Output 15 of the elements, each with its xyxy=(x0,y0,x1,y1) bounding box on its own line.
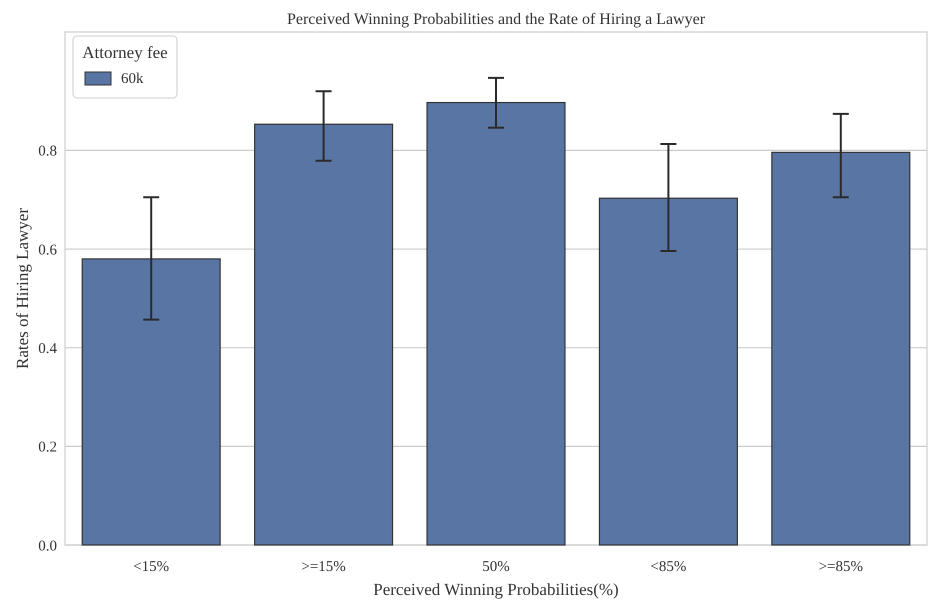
legend-title: Attorney fee xyxy=(82,43,168,62)
x-tick-label: >=15% xyxy=(301,559,346,575)
x-axis-title: Perceived Winning Probabilities(%) xyxy=(373,580,619,599)
y-tick-label: 0.4 xyxy=(38,340,58,357)
y-axis-title: Rates of Hiring Lawyer xyxy=(13,208,32,369)
x-tick-label: <15% xyxy=(133,559,170,575)
y-tick-label: 0.0 xyxy=(38,538,57,554)
y-tick-label: 0.2 xyxy=(38,440,57,456)
legend-label: 60k xyxy=(121,71,144,87)
x-tick-label: <85% xyxy=(650,559,686,575)
y-tick-label: 0.8 xyxy=(38,144,57,160)
x-tick-label: >=85% xyxy=(818,559,864,575)
y-tick-label: 0.6 xyxy=(38,242,58,258)
chart-title: Perceived Winning Probabilities and the Rate of Hiring a Lawyer xyxy=(286,11,706,28)
x-tick-label: 50% xyxy=(482,559,510,575)
